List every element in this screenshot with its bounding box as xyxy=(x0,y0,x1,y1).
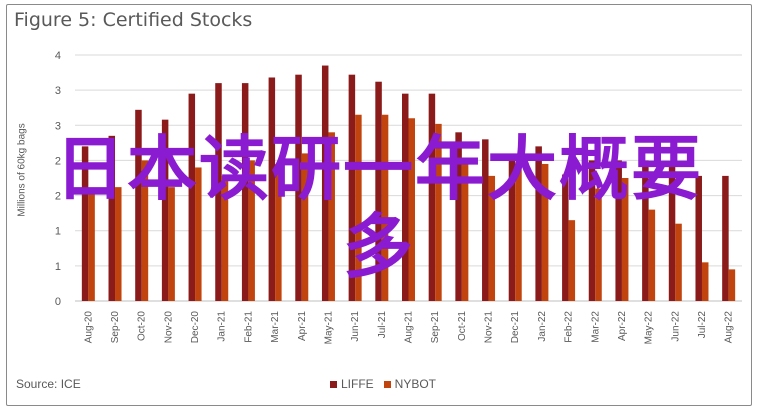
bar-liffe xyxy=(108,135,116,301)
x-tick-label: Nov-20 xyxy=(163,311,174,344)
bar-nybot xyxy=(728,269,736,301)
bar-liffe xyxy=(321,65,329,302)
bar-nybot xyxy=(461,160,469,301)
legend-item-nybot: NYBOT xyxy=(383,377,437,391)
bar-nybot xyxy=(595,188,602,301)
y-tick-label: 4 xyxy=(55,50,61,62)
x-tick-label: Oct-20 xyxy=(137,311,148,341)
y-tick-label: 2 xyxy=(55,191,61,203)
x-tick-label: Jul-21 xyxy=(377,311,388,339)
bar-nybot xyxy=(621,178,629,301)
bar-nybot xyxy=(568,220,576,301)
x-tick-label: Dec-21 xyxy=(510,311,521,344)
x-tick-label: Feb-22 xyxy=(564,311,575,343)
x-tick-label: Sep-20 xyxy=(110,311,121,344)
bar-nybot xyxy=(168,187,175,301)
legend-swatch-liffe xyxy=(330,380,337,388)
bar-liffe xyxy=(348,74,356,302)
bar-nybot xyxy=(541,163,549,301)
bar-liffe xyxy=(402,93,409,302)
bar-liffe xyxy=(695,175,702,301)
bar-liffe xyxy=(535,146,542,301)
bar-liffe xyxy=(588,160,596,301)
x-tick-label: Jan-21 xyxy=(217,311,228,342)
legend-label-liffe: LIFFE xyxy=(341,377,374,391)
bar-nybot xyxy=(488,175,496,301)
x-tick-label: Sep-21 xyxy=(430,311,441,344)
bar-liffe xyxy=(188,93,196,302)
bar-liffe xyxy=(642,160,649,301)
x-tick-label: Mar-21 xyxy=(270,311,281,343)
y-tick-label: 1 xyxy=(55,261,61,273)
bar-liffe xyxy=(482,139,489,301)
bar-liffe xyxy=(295,74,302,302)
x-tick-label: Aug-21 xyxy=(404,311,415,344)
legend: LIFFE NYBOT xyxy=(330,377,436,391)
bar-nybot xyxy=(648,209,656,301)
x-tick-label: May-21 xyxy=(323,311,334,345)
bar-liffe xyxy=(375,81,382,301)
x-tick-label: Apr-21 xyxy=(297,311,308,341)
x-tick-label: Jul-22 xyxy=(697,311,708,339)
bar-liffe xyxy=(455,132,462,301)
bar-nybot xyxy=(221,175,229,301)
bar-liffe xyxy=(668,163,676,301)
y-tick-label: 2 xyxy=(55,155,61,167)
chart-title: Figure 5: Certified Stocks xyxy=(14,9,253,31)
bar-nybot xyxy=(275,163,282,301)
bar-liffe xyxy=(428,93,436,302)
legend-label-nybot: NYBOT xyxy=(394,377,437,391)
y-tick-label: 3 xyxy=(55,85,61,97)
bar-nybot xyxy=(248,160,255,301)
x-tick-label: Nov-21 xyxy=(484,311,495,344)
bar-nybot xyxy=(355,114,362,301)
bar-liffe xyxy=(562,174,569,301)
bar-nybot xyxy=(515,163,522,301)
bar-nybot xyxy=(381,114,389,301)
bar-nybot xyxy=(675,223,682,301)
bar-nybot xyxy=(408,118,415,301)
x-tick-label: Oct-21 xyxy=(457,311,468,341)
bar-nybot xyxy=(141,160,149,301)
bar-liffe xyxy=(241,83,249,301)
bar-liffe xyxy=(722,175,729,301)
bar-nybot xyxy=(701,262,709,301)
x-tick-label: Apr-22 xyxy=(617,311,628,341)
bar-liffe xyxy=(161,119,169,301)
source-note: Source: ICE xyxy=(16,377,81,391)
bar-liffe xyxy=(135,109,142,301)
bar-nybot xyxy=(88,194,95,301)
y-tick-label: 3 xyxy=(55,120,61,132)
bar-liffe xyxy=(215,83,222,301)
bar-nybot xyxy=(328,132,335,301)
y-tick-label: 0 xyxy=(55,296,61,308)
legend-item-liffe: LIFFE xyxy=(330,377,374,391)
bar-nybot xyxy=(435,123,442,301)
bar-nybot xyxy=(301,153,309,301)
bar-liffe xyxy=(508,160,516,301)
bar-liffe xyxy=(615,160,622,301)
x-tick-label: Feb-21 xyxy=(243,311,254,343)
x-tick-label: Aug-20 xyxy=(83,311,94,344)
bar-liffe xyxy=(268,77,276,302)
x-tick-label: Jan-22 xyxy=(537,311,548,342)
y-tick-label: 1 xyxy=(55,226,61,238)
legend-swatch-nybot xyxy=(383,380,391,388)
x-tick-label: Jun-21 xyxy=(350,311,361,342)
x-tick-label: Jun-22 xyxy=(670,311,681,342)
bar-nybot xyxy=(195,167,202,301)
bar-nybot xyxy=(115,187,122,301)
x-tick-label: May-22 xyxy=(644,311,655,345)
x-tick-label: Dec-20 xyxy=(190,311,201,344)
x-tick-label: Aug-22 xyxy=(724,311,735,344)
bar-liffe xyxy=(81,146,89,301)
x-tick-label: Mar-22 xyxy=(590,311,601,343)
